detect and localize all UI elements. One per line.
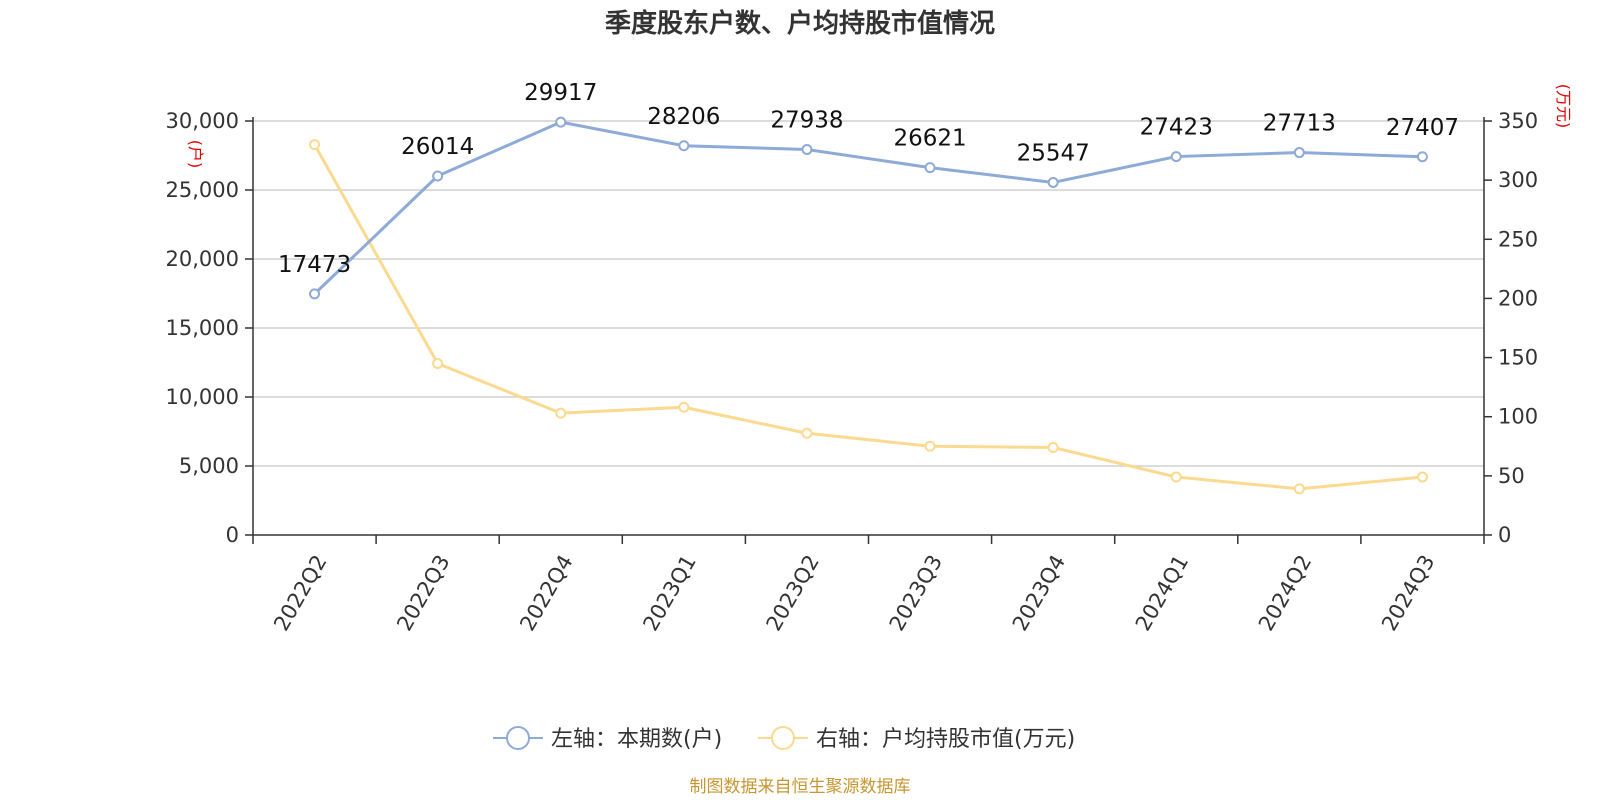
series-1-point-0: [309, 139, 321, 151]
source-note: 制图数据来自恒生聚源数据库: [690, 777, 911, 797]
right-tick-label-1: 50: [1498, 464, 1525, 488]
series-0-point-3: [678, 140, 690, 152]
series-0-point-8: [1293, 147, 1305, 159]
series-1-point-2: [555, 407, 567, 419]
right-tick-label-7: 350: [1498, 109, 1538, 133]
legend-label-0: 左轴：本期数(户): [551, 727, 722, 752]
data-label-8: 27713: [1263, 111, 1336, 137]
series-1-point-4: [801, 427, 813, 439]
right-tick-label-5: 250: [1498, 227, 1538, 251]
series-0-point-2: [555, 116, 567, 128]
x-tick-label-8: 2024Q2: [1254, 551, 1316, 635]
data-label-6: 25547: [1017, 140, 1090, 166]
legend-label-1: 右轴：户均持股市值(万元): [816, 727, 1075, 752]
legend: 左轴：本期数(户) 右轴：户均持股市值(万元): [493, 726, 1075, 752]
series-1-point-8: [1293, 483, 1305, 495]
right-tick-label-6: 300: [1498, 168, 1538, 192]
x-tick-label-4: 2023Q2: [762, 551, 824, 635]
right-tick-label-3: 150: [1498, 346, 1538, 370]
series-1-point-5: [924, 440, 936, 452]
left-tick-label-4: 20,000: [166, 247, 239, 271]
axes: 0 5,000 10,000 15,000 20,000 25,000 30,000 0 50 1…: [166, 109, 1539, 635]
x-tick-label-7: 2024Q1: [1131, 551, 1193, 635]
series-0-point-6: [1047, 176, 1059, 188]
data-label-7: 27423: [1140, 115, 1213, 141]
right-tick-label-2: 100: [1498, 405, 1538, 429]
legend-marker-0: [506, 726, 530, 750]
left-tick-label-1: 5,000: [179, 454, 239, 478]
series-1-point-9: [1416, 471, 1428, 483]
data-label-9: 27407: [1386, 115, 1459, 141]
x-tick-label-9: 2024Q3: [1377, 551, 1439, 635]
series-0-point-9: [1416, 151, 1428, 163]
left-tick-label-2: 10,000: [166, 385, 239, 409]
data-label-2: 29917: [524, 80, 597, 106]
series-0-point-5: [924, 162, 936, 174]
x-tick-label-5: 2023Q3: [885, 551, 947, 635]
legend-marker-1: [771, 726, 795, 750]
data-label-1: 26014: [401, 134, 474, 160]
series-1-point-7: [1170, 471, 1182, 483]
series-line-1: [313, 143, 1423, 491]
left-axis-unit: (户): [186, 140, 205, 169]
right-tick-label-0: 0: [1498, 523, 1511, 547]
series-0-point-1: [432, 170, 444, 182]
left-tick-label-3: 15,000: [166, 316, 239, 340]
left-tick-label-0: 0: [226, 523, 239, 547]
x-tick-label-0: 2022Q2: [269, 551, 331, 635]
left-tick-label-5: 25,000: [166, 178, 239, 202]
data-label-3: 28206: [647, 104, 720, 130]
series-0-point-7: [1170, 151, 1182, 163]
series-0-point-4: [801, 143, 813, 155]
data-label-0: 17473: [278, 252, 351, 278]
series-1-point-3: [678, 401, 690, 413]
series-1-point-1: [432, 357, 444, 369]
right-tick-label-4: 200: [1498, 286, 1538, 310]
chart-title: 季度股东户数、户均持股市值情况: [605, 8, 995, 39]
data-label-4: 27938: [770, 107, 843, 133]
data-label-5: 26621: [893, 126, 966, 152]
x-tick-label-3: 2023Q1: [638, 551, 700, 635]
series-1-point-6: [1047, 441, 1059, 453]
series-0-point-0: [309, 288, 321, 300]
x-tick-label-2: 2022Q4: [515, 551, 577, 635]
series-group: [309, 116, 1428, 495]
x-tick-label-1: 2022Q3: [392, 551, 454, 635]
data-labels: 17473 26014 29917 28206 27938 26621 25547 27423…: [278, 80, 1459, 278]
right-axis-unit: (万元): [1554, 84, 1573, 129]
x-tick-label-6: 2023Q4: [1008, 551, 1070, 635]
left-tick-label-6: 30,000: [166, 109, 239, 133]
grid-lines: [253, 120, 1484, 467]
series-line-0: [313, 120, 1423, 295]
